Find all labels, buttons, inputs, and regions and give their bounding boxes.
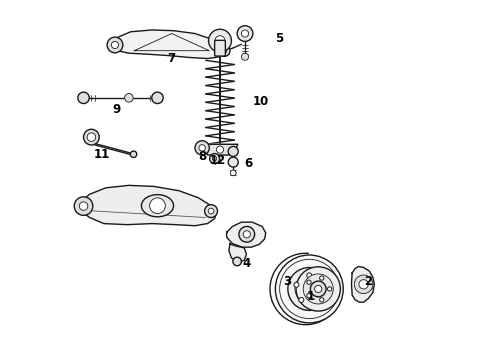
Circle shape — [228, 157, 238, 167]
FancyBboxPatch shape — [215, 40, 225, 56]
Text: 2: 2 — [364, 275, 372, 288]
Polygon shape — [79, 185, 217, 226]
Polygon shape — [226, 222, 266, 247]
Circle shape — [152, 92, 163, 104]
Circle shape — [111, 41, 119, 49]
Circle shape — [213, 157, 217, 161]
Circle shape — [222, 48, 227, 53]
Text: 9: 9 — [112, 103, 121, 116]
Circle shape — [242, 30, 248, 37]
Circle shape — [288, 267, 331, 310]
Circle shape — [130, 151, 137, 157]
Circle shape — [215, 36, 225, 46]
Circle shape — [107, 37, 123, 53]
Text: 7: 7 — [168, 52, 176, 65]
Circle shape — [78, 92, 89, 104]
Text: 12: 12 — [210, 154, 226, 167]
Circle shape — [315, 297, 320, 302]
Circle shape — [228, 147, 238, 157]
Circle shape — [74, 197, 93, 215]
Circle shape — [299, 297, 304, 302]
Text: 3: 3 — [283, 275, 291, 288]
Circle shape — [275, 255, 343, 323]
Circle shape — [208, 208, 214, 214]
Text: 5: 5 — [275, 32, 283, 45]
Circle shape — [303, 283, 316, 296]
Circle shape — [149, 198, 165, 213]
Circle shape — [87, 133, 96, 141]
Circle shape — [306, 286, 312, 292]
Circle shape — [243, 231, 250, 238]
Text: 1: 1 — [307, 289, 315, 303]
Circle shape — [239, 226, 255, 242]
Circle shape — [359, 280, 368, 289]
Polygon shape — [229, 244, 246, 262]
Circle shape — [354, 275, 373, 294]
Circle shape — [319, 298, 324, 302]
Circle shape — [205, 204, 218, 217]
Circle shape — [310, 281, 326, 297]
Circle shape — [237, 26, 253, 41]
Circle shape — [195, 141, 209, 155]
Text: 10: 10 — [253, 95, 269, 108]
Circle shape — [233, 257, 242, 266]
Ellipse shape — [142, 195, 173, 217]
Circle shape — [219, 45, 230, 57]
Text: 4: 4 — [243, 257, 251, 270]
Circle shape — [209, 29, 231, 52]
Circle shape — [307, 293, 311, 298]
Circle shape — [294, 282, 299, 287]
Circle shape — [217, 146, 223, 153]
Circle shape — [296, 267, 341, 311]
Circle shape — [327, 287, 332, 291]
Circle shape — [319, 276, 324, 280]
Circle shape — [124, 94, 133, 102]
Circle shape — [319, 282, 325, 287]
Circle shape — [230, 170, 236, 176]
Circle shape — [83, 129, 99, 145]
Text: 6: 6 — [245, 157, 253, 170]
Polygon shape — [202, 144, 238, 155]
Text: 11: 11 — [94, 148, 110, 162]
Circle shape — [303, 274, 333, 304]
Text: 8: 8 — [198, 150, 206, 163]
Circle shape — [242, 53, 248, 60]
Polygon shape — [111, 30, 225, 59]
Circle shape — [79, 202, 88, 210]
Circle shape — [307, 280, 311, 284]
Circle shape — [199, 145, 205, 151]
Circle shape — [210, 154, 220, 163]
Circle shape — [315, 285, 322, 293]
Polygon shape — [351, 266, 374, 302]
Circle shape — [307, 273, 312, 278]
